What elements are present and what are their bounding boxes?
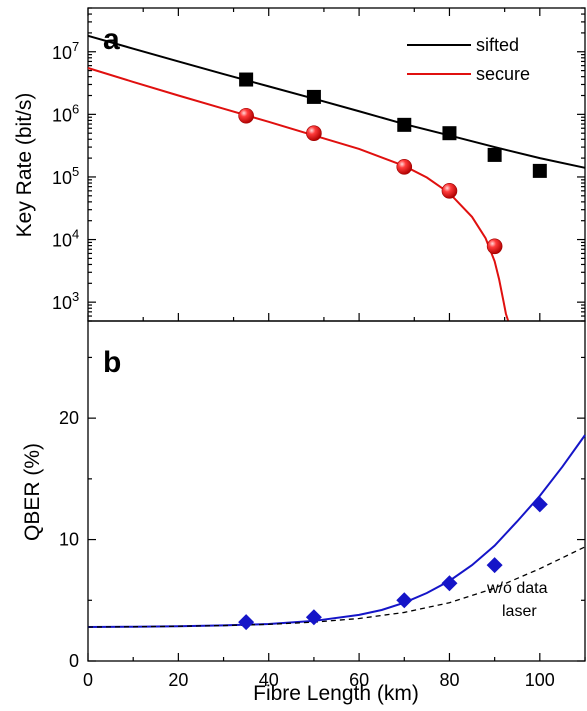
data-point-qber: [238, 614, 255, 631]
x-tick-label: 60: [349, 670, 369, 690]
x-tick-label: 20: [168, 670, 188, 690]
panel-a-fit-curves: [87, 34, 586, 322]
y-tick-label-b: 0: [69, 651, 79, 671]
panel-b-frame: [87, 320, 586, 662]
data-point-secure: [306, 125, 322, 141]
panel-b-label: b: [103, 346, 121, 379]
y-tick-label-a: 104: [52, 227, 79, 251]
data-point-qber: [531, 496, 548, 513]
x-axis-title: Fibre Length (km): [253, 682, 419, 705]
legend-label-secure: secure: [476, 64, 530, 84]
panel-a: a 103 104 105 106 107 sifted secure Key Rate…: [13, 7, 586, 322]
data-point-secure: [441, 183, 458, 199]
x-tick-label: 100: [525, 670, 555, 690]
y-axis-title-key-rate: Key Rate (bit/s): [13, 93, 36, 238]
panel-a-ticks: [87, 7, 585, 322]
data-point-sifted: [397, 117, 412, 132]
x-tick-label: 0: [83, 670, 93, 690]
data-point-secure: [396, 159, 413, 175]
panel-b-tick-labels: 0 10 20 0 20 40 60 80 100: [59, 408, 555, 690]
data-point-secure: [238, 107, 254, 124]
fit-line-qber: [87, 434, 586, 628]
fit-line-no-data-laser: [87, 546, 586, 628]
y-tick-label-a: 107: [52, 39, 79, 63]
data-point-qber: [441, 575, 458, 592]
panel-a-points: [238, 72, 547, 255]
data-point-sifted: [239, 72, 254, 87]
data-point-sifted: [532, 163, 547, 178]
data-point-sifted: [487, 147, 502, 162]
y-tick-label-a: 103: [52, 289, 79, 313]
fit-line-secure: [87, 67, 510, 322]
data-point-secure: [486, 238, 503, 255]
data-point-qber: [486, 557, 503, 574]
y-tick-label-a: 106: [52, 101, 79, 125]
y-tick-label-b: 20: [59, 408, 79, 428]
annotation-line-1: w/o data: [486, 580, 548, 597]
panel-b-ticks: [87, 356, 586, 662]
data-point-sifted: [306, 89, 321, 104]
panel-b-points: [238, 496, 548, 631]
y-tick-label-b: 10: [59, 530, 79, 550]
panel-b: b 0 10 20 0 20 40 60 80 100 w/o data laser QBER …: [21, 320, 586, 705]
data-point-sifted: [442, 126, 457, 141]
x-tick-label: 40: [259, 670, 279, 690]
panel-b-fit-curves: [87, 434, 586, 628]
x-tick-label: 80: [439, 670, 459, 690]
legend-label-sifted: sifted: [476, 35, 519, 55]
y-tick-label-a: 105: [52, 164, 79, 188]
panel-a-y-tick-labels: 103 104 105 106 107: [52, 39, 79, 313]
annotation-line-2: laser: [502, 603, 537, 620]
panel-a-label: a: [103, 23, 120, 56]
fit-line-sifted: [87, 34, 586, 169]
legend: sifted secure: [407, 35, 530, 84]
data-point-qber: [396, 592, 413, 609]
y-axis-title-qber: QBER (%): [21, 443, 44, 541]
data-point-qber: [305, 609, 322, 626]
